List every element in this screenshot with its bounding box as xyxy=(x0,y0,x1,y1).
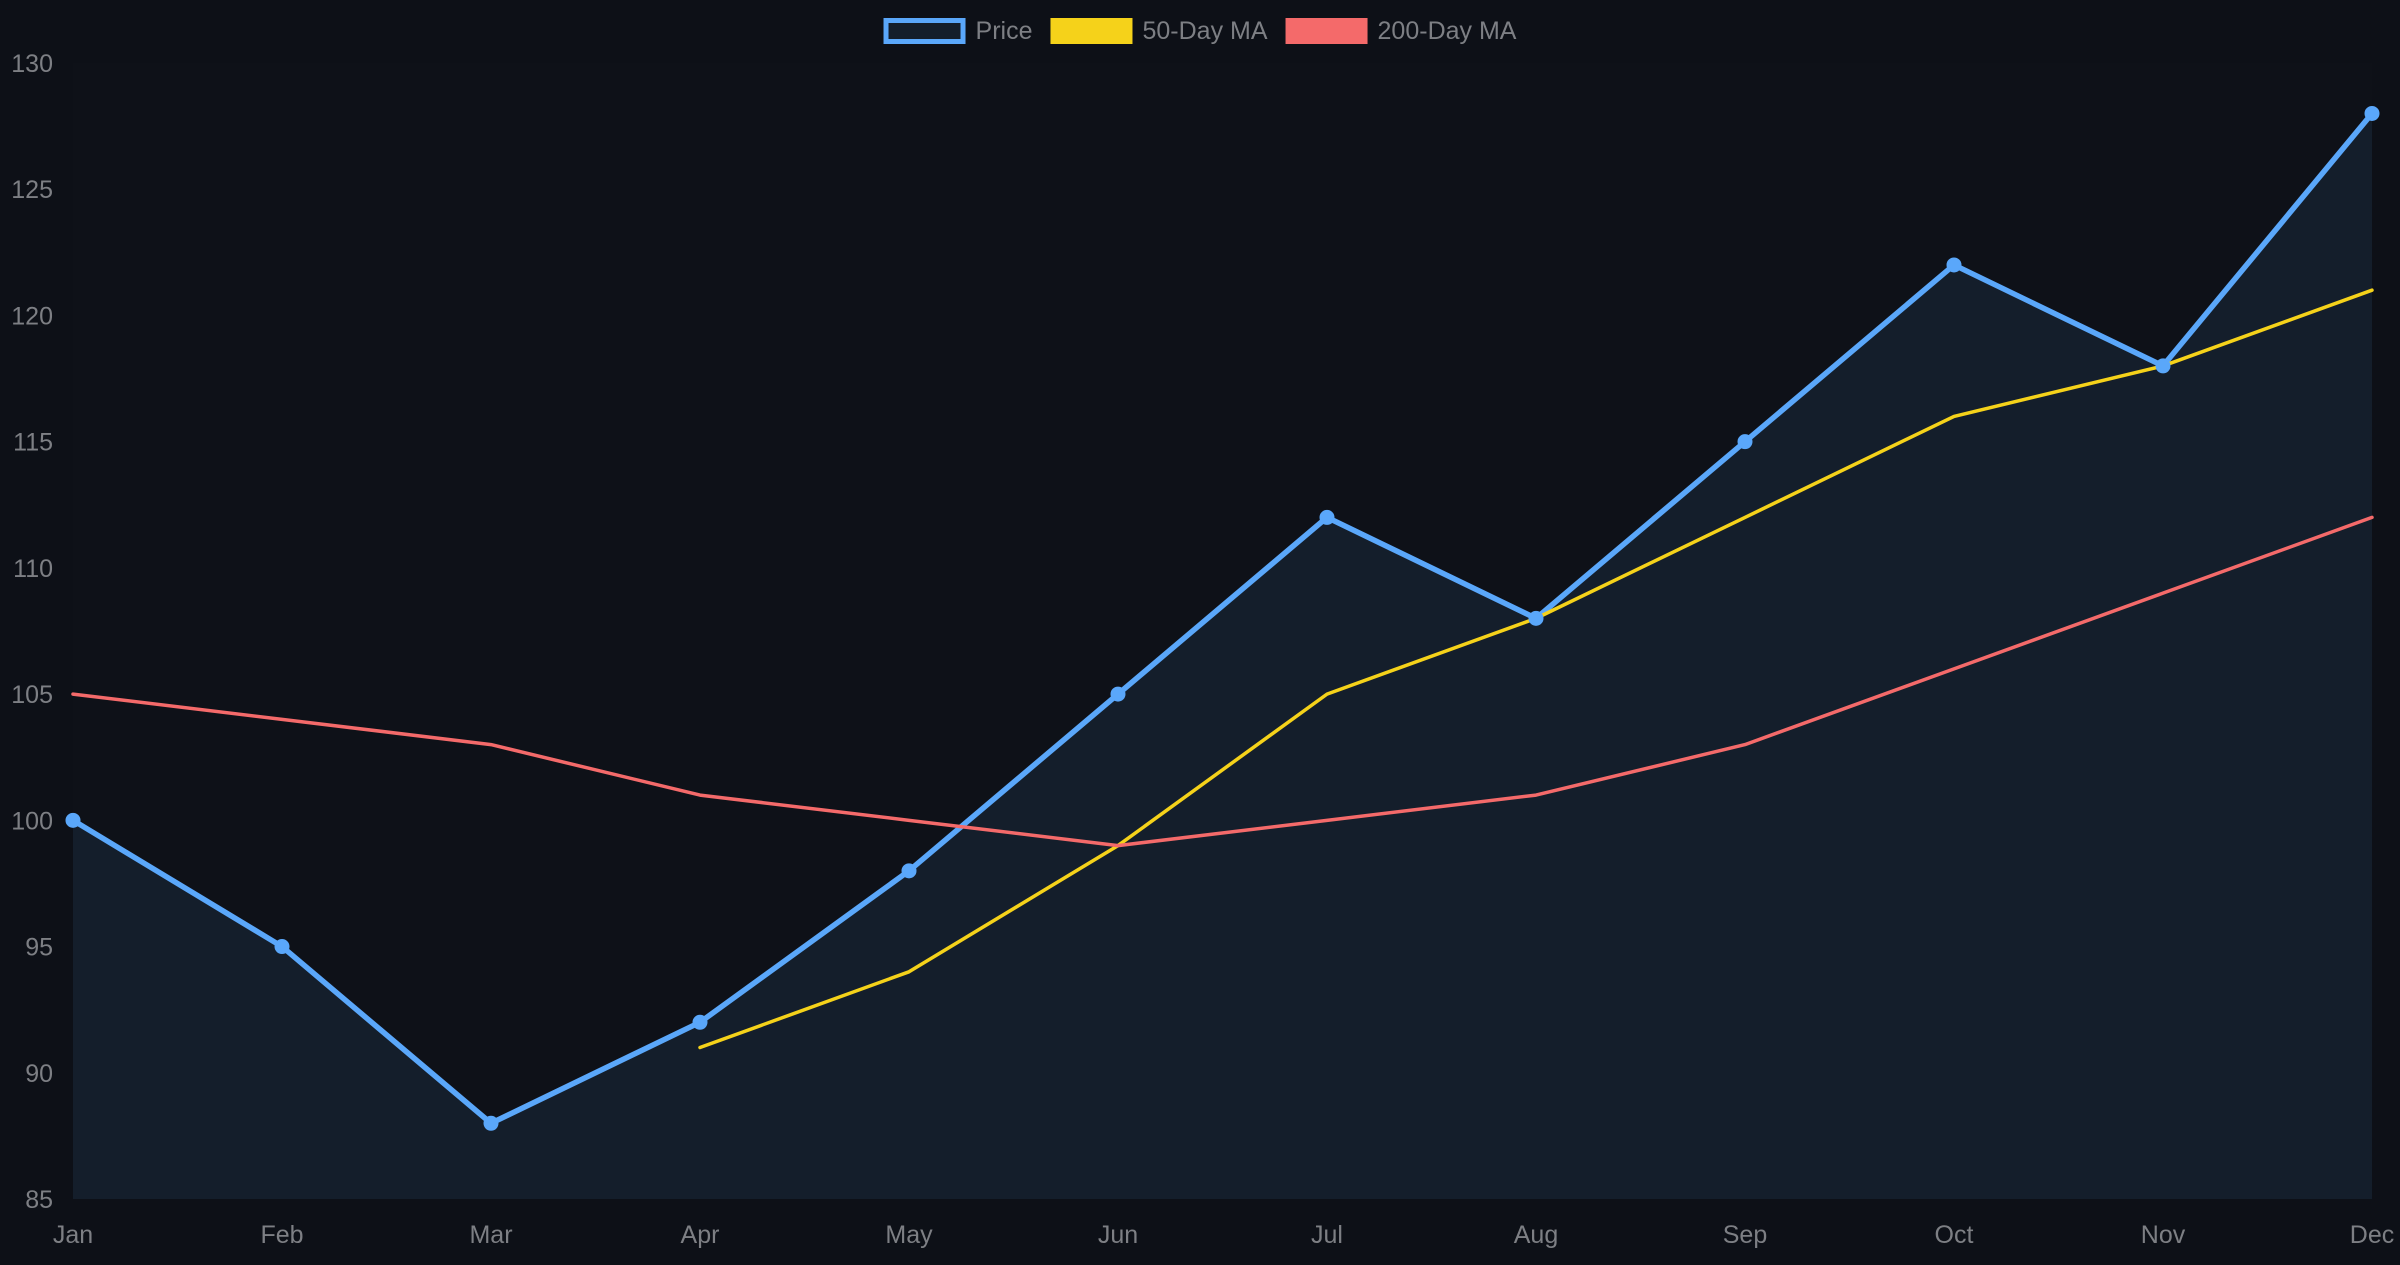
y-tick-label: 110 xyxy=(13,555,53,583)
price-point-may xyxy=(901,863,917,879)
x-tick-label-jun: Jun xyxy=(1098,1221,1138,1249)
legend-label-200-day-ma: 200-Day MA xyxy=(1378,17,1517,45)
x-tick-label-sep: Sep xyxy=(1723,1221,1767,1249)
price-area xyxy=(73,113,2372,1199)
y-tick-label: 125 xyxy=(11,176,53,204)
price-point-jan xyxy=(65,812,81,828)
y-tick-label: 115 xyxy=(13,429,53,457)
y-tick-label: 95 xyxy=(25,934,53,962)
legend-item-200-day-ma: 200-Day MA xyxy=(1285,17,1517,45)
y-tick-label: 120 xyxy=(11,302,53,330)
x-tick-label-jan: Jan xyxy=(53,1221,93,1249)
legend: Price 50-Day MA 200-Day MA xyxy=(883,17,1517,45)
price-point-sep xyxy=(1737,434,1753,450)
x-tick-label-dec: Dec xyxy=(2350,1221,2394,1249)
price-point-feb xyxy=(274,939,290,955)
price-line xyxy=(70,110,2375,1127)
x-tick-label-nov: Nov xyxy=(2141,1221,2186,1249)
price-point-dec xyxy=(2364,105,2380,121)
x-tick-label-may: May xyxy=(885,1221,933,1249)
legend-swatch-price xyxy=(883,18,966,44)
price-point-jun xyxy=(1110,686,1126,702)
y-tick-label: 130 xyxy=(11,50,53,78)
price-point-jul xyxy=(1319,509,1335,525)
x-tick-label-jul: Jul xyxy=(1311,1221,1343,1249)
y-tick-label: 85 xyxy=(25,1186,53,1214)
y-tick-label: 90 xyxy=(25,1060,53,1088)
legend-item-50-day-ma: 50-Day MA xyxy=(1050,17,1268,45)
price-point-mar xyxy=(483,1115,499,1131)
x-tick-label-mar: Mar xyxy=(469,1221,512,1249)
200-day-ma-line xyxy=(71,515,2374,848)
x-tick-label-feb: Feb xyxy=(260,1221,303,1249)
y-tick-label: 105 xyxy=(11,681,53,709)
x-tick-label-aug: Aug xyxy=(1514,1221,1558,1249)
x-tick-label-oct: Oct xyxy=(1935,1221,1974,1249)
price-point-aug xyxy=(1528,610,1544,626)
legend-swatch-50-day-ma xyxy=(1050,18,1133,44)
legend-swatch-200-day-ma xyxy=(1285,18,1368,44)
x-tick-label-apr: Apr xyxy=(681,1221,720,1249)
price-point-apr xyxy=(692,1014,708,1030)
y-tick-label: 100 xyxy=(11,807,53,835)
legend-label-50-day-ma: 50-Day MA xyxy=(1142,17,1267,45)
legend-label-price: Price xyxy=(976,17,1033,45)
price-point-oct xyxy=(1946,257,1962,273)
legend-item-price: Price xyxy=(883,17,1033,45)
price-point-nov xyxy=(2155,358,2171,374)
